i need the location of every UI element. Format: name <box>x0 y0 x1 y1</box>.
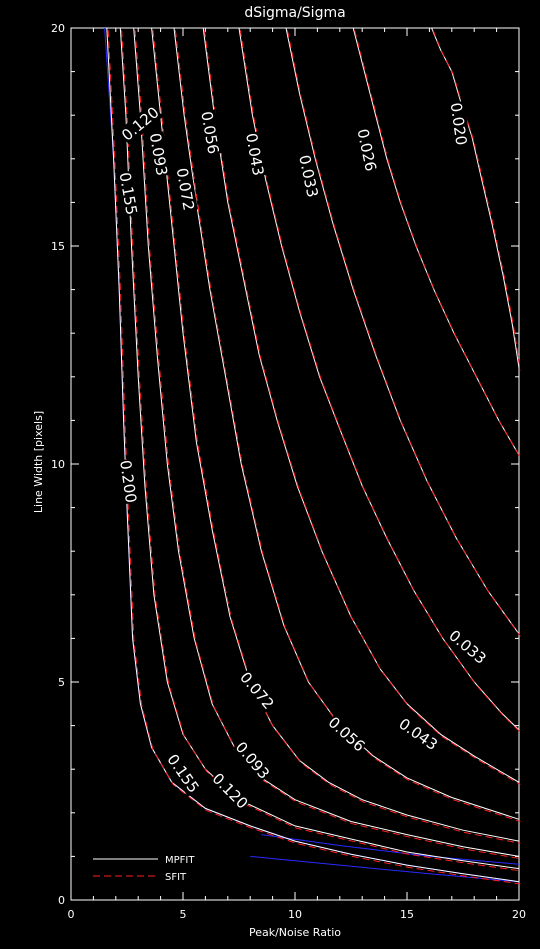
contour-label: 0.093 <box>146 132 171 177</box>
sfit-contour-0.155 <box>121 30 521 872</box>
contour-label-bg <box>116 458 141 505</box>
sfit-contour-0.200 <box>107 30 521 885</box>
contour-label: 0.033 <box>445 626 489 667</box>
x-tick-label: 20 <box>512 908 526 921</box>
contour-label-bg <box>145 131 172 178</box>
contour-label-bg <box>353 126 381 174</box>
contour-label: 0.072 <box>173 167 198 212</box>
mpfit-contour-0.072 <box>173 27 520 820</box>
contour-label: 0.026 <box>353 127 380 173</box>
contour-label-bg <box>115 170 141 217</box>
contour-label-bg <box>444 626 491 669</box>
y-tick-label: 20 <box>51 22 65 35</box>
x-tick-label: 5 <box>180 908 187 921</box>
contour-label: 0.120 <box>208 769 251 812</box>
contour-label-bg <box>172 166 198 213</box>
contour-label: 0.043 <box>242 132 267 177</box>
sfit-contour-0.043 <box>239 30 521 733</box>
contour-label-bg <box>163 750 203 797</box>
sfit-contour-0.072 <box>174 30 521 822</box>
contour-label-bg <box>324 712 369 756</box>
contour-label: 0.200 <box>116 459 140 504</box>
x-tick-label: 15 <box>400 908 414 921</box>
contour-label-bg <box>231 737 274 784</box>
legend-mpfit-label: MPFIT <box>165 855 195 866</box>
contour-label: 0.056 <box>197 110 222 155</box>
x-tick-label: 10 <box>288 908 302 921</box>
contour-label-bg <box>241 131 268 178</box>
contour-label: 0.155 <box>163 751 202 797</box>
sfit-contour-0.033 <box>286 30 521 637</box>
chart-title: dSigma/Sigma <box>244 5 345 21</box>
contour-label: 0.043 <box>395 715 441 754</box>
contour-label: 0.056 <box>325 713 369 755</box>
mpfit-contour-0.120 <box>133 27 520 857</box>
x-axis-label: Peak/Noise Ratio <box>249 926 341 939</box>
legend: MPFIT SFIT <box>93 855 195 883</box>
axis-ticks: 0 5 10 15 20 0 5 10 15 20 <box>51 22 526 921</box>
contour-label-bg <box>446 100 471 147</box>
mpfit-contour-0.020 <box>431 27 520 369</box>
contour-label: 0.072 <box>236 668 277 712</box>
contour-label-bg <box>295 152 322 200</box>
mpfit-contour-0.155 <box>119 27 520 870</box>
contour-label: 0.020 <box>447 101 471 146</box>
blue-line <box>261 834 520 865</box>
contour-label: 0.155 <box>116 171 141 216</box>
y-tick-label: 15 <box>51 240 65 253</box>
plot-frame <box>70 27 520 901</box>
contour-label-bg <box>395 714 442 755</box>
y-tick-label: 0 <box>58 894 65 907</box>
sfit-contour-0.120 <box>134 30 521 860</box>
contour-label-bg <box>117 102 164 145</box>
contour-label-bg <box>208 769 252 813</box>
sfit-contour-0.020 <box>432 30 521 371</box>
mpfit-contour-0.033 <box>285 27 520 635</box>
contour-labels: 0.0200.0260.0330.0430.0560.0720.0930.120… <box>115 100 491 813</box>
contour-label: 0.093 <box>232 738 273 782</box>
contour-label: 0.033 <box>295 153 322 199</box>
contour-label-bg <box>197 109 223 156</box>
x-tick-label: 0 <box>68 908 75 921</box>
mpfit-contour-0.026 <box>352 27 520 456</box>
contour-label-bg <box>235 668 278 714</box>
y-axis-label: Line Width [pixels] <box>32 411 45 513</box>
legend-sfit-label: SFIT <box>165 872 187 883</box>
y-tick-label: 10 <box>51 458 65 471</box>
sfit-contour-0.056 <box>204 30 521 785</box>
sfit-contour-0.026 <box>354 30 521 458</box>
y-tick-label: 5 <box>58 676 65 689</box>
